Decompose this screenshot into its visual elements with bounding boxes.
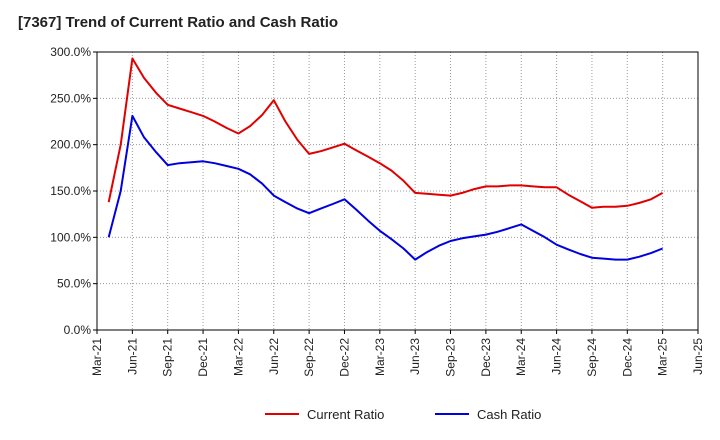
x-tick-label: Jun-25 [691,338,705,375]
x-tick-label: Mar-22 [231,338,245,376]
x-tick-label: Dec-21 [196,338,210,377]
x-tick-label: Dec-24 [620,338,634,377]
y-tick-label: 0.0% [64,323,92,337]
legend-label-cash-ratio: Cash Ratio [477,407,541,422]
x-tick-label: Jun-24 [550,338,564,375]
x-tick-label: Mar-21 [90,338,104,376]
plot-frame [96,51,699,331]
legend: Current Ratio Cash Ratio [265,407,541,422]
x-tick-label: Sep-24 [585,338,599,377]
series-line-current-ratio [107,57,664,209]
chart-title: [7367] Trend of Current Ratio and Cash R… [18,14,339,31]
x-tick-label: Sep-21 [161,338,175,377]
x-tick-label: Jun-21 [125,338,139,375]
x-tick-label: Dec-23 [479,338,493,377]
x-tick-label: Sep-22 [302,338,316,377]
y-tick-label: 150.0% [50,184,91,198]
x-axis-ticks: Mar-21 Jun-21 Sep-21 Dec-21 Mar-22 Jun-22 Sep-… [90,330,705,377]
y-tick-label: 250.0% [50,91,91,105]
x-tick-label: Dec-22 [337,338,351,377]
x-tick-label: Sep-23 [444,338,458,377]
y-tick-label: 100.0% [50,230,91,244]
grid-lines [96,51,699,331]
legend-label-current-ratio: Current Ratio [307,407,384,422]
y-tick-label: 200.0% [50,138,91,152]
x-tick-label: Mar-24 [514,338,528,376]
x-tick-label: Jun-22 [267,338,281,375]
x-tick-label: Mar-25 [656,338,670,376]
y-tick-label: 300.0% [50,45,91,59]
series-lines [107,57,664,261]
x-tick-label: Mar-23 [373,338,387,376]
x-tick-label: Jun-23 [408,338,422,375]
series-line-cash-ratio [107,114,663,261]
y-tick-label: 50.0% [57,277,91,291]
y-axis-ticks: 0.0% 50.0% 100.0% 150.0% 200.0% 250.0% 300.0% [50,45,97,337]
